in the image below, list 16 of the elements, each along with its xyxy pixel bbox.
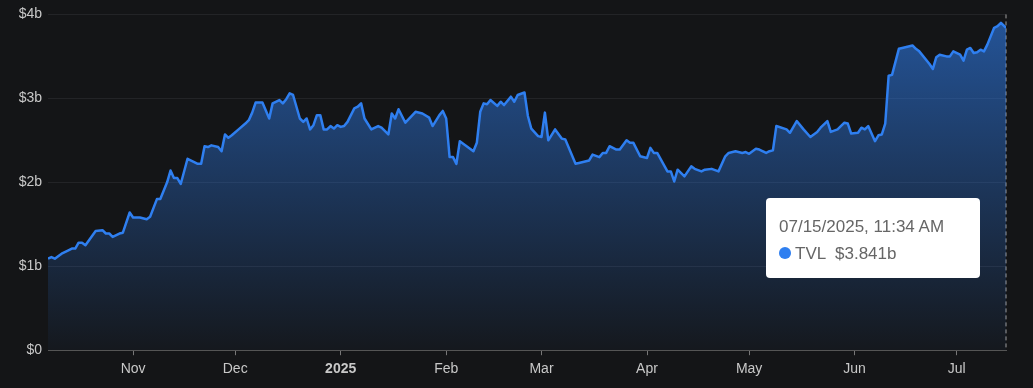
y-tick-label: $2b	[18, 173, 43, 190]
x-tick-label: May	[735, 360, 763, 377]
text: TVL $3.841b	[795, 243, 897, 263]
x-tick-label: Jun	[843, 360, 866, 377]
y-tick-label: $4b	[18, 5, 43, 22]
x-tick-label: 2025	[325, 360, 357, 377]
annotation: 07/15/2025, 11:34 AM	[779, 215, 946, 238]
y-tick-label: $3b	[18, 89, 43, 106]
x-tick-label: Apr	[636, 360, 659, 377]
x-tick-label: Nov	[120, 360, 146, 377]
y-tick-label: $1b	[18, 257, 43, 274]
x-tick-label: Feb	[434, 360, 459, 377]
x-tick-label: Mar	[529, 360, 554, 377]
x-tick-label: Dec	[222, 360, 248, 377]
y-tick-label: $0	[26, 341, 43, 358]
x-tick-label: Jul	[947, 360, 966, 377]
